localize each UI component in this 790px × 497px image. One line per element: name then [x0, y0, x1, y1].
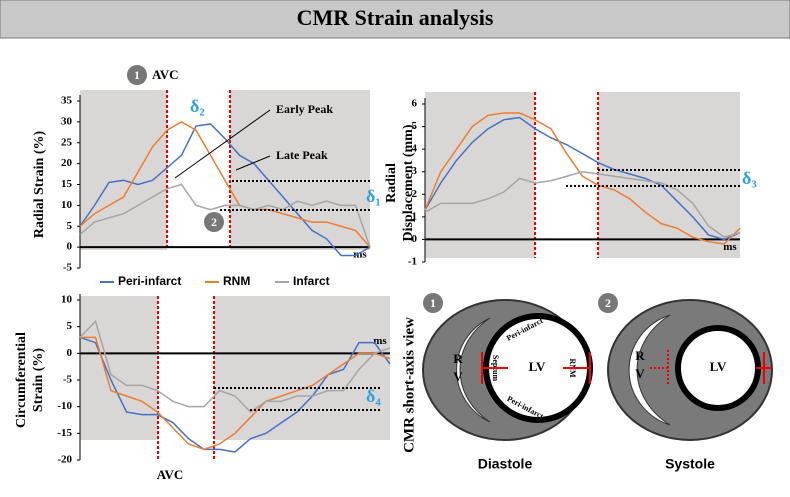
- rv-label: R: [453, 351, 463, 366]
- y-tick-label: 0: [67, 347, 73, 359]
- y-tick-label: -5: [63, 374, 73, 386]
- y-tick-label: 2: [412, 188, 418, 200]
- y-tick-label: -1: [408, 256, 417, 268]
- badge-label: 1: [134, 68, 140, 82]
- diagram: CMR short-axis view 1 R V LV Peri-infarc…: [401, 293, 773, 472]
- rv-cavity: [456, 317, 491, 423]
- legend-label: RNM: [223, 274, 250, 288]
- delta-label: δ₁: [366, 186, 381, 206]
- caption: Systole: [665, 456, 715, 472]
- badge: [598, 293, 618, 313]
- x-axis-label: ms: [373, 335, 387, 347]
- y-tick-label: 30: [61, 115, 73, 127]
- diagram-title: CMR short-axis view: [401, 317, 417, 453]
- arrows: [481, 352, 591, 384]
- rv-label: V: [453, 369, 463, 384]
- x-axis-label: ms: [723, 241, 737, 253]
- y-tick-label: 5: [67, 220, 73, 232]
- series-line: [79, 121, 371, 248]
- y-tick-label: 20: [61, 157, 73, 169]
- y-tick-label: -5: [63, 262, 73, 274]
- arrows: [650, 350, 772, 386]
- y-tick-label: -20: [57, 454, 72, 466]
- gap-region: [535, 92, 598, 258]
- series-line: [80, 336, 391, 451]
- series-line: [424, 170, 741, 238]
- y-tick-label: 5: [412, 120, 418, 132]
- y-tick-label: 25: [61, 136, 73, 148]
- badge-label: 2: [211, 215, 217, 229]
- y-axis-label: Displacement (mm): [401, 124, 416, 241]
- y-tick-label: 5: [67, 320, 73, 332]
- y-axis-label: Radial Strain (%): [32, 130, 47, 238]
- badge: [127, 65, 147, 85]
- y-tick-label: 35: [61, 95, 73, 107]
- badge: [423, 293, 443, 313]
- y-axis-label: Circumferential: [14, 332, 29, 428]
- pointer: [174, 109, 271, 179]
- title: CMR Strain analysis: [297, 5, 494, 30]
- annotation: AVC: [152, 67, 179, 82]
- delta-label: δ₃: [742, 168, 757, 188]
- annotation: Early Peak: [276, 102, 333, 116]
- series-line: [79, 183, 371, 248]
- y-tick-label: 0: [67, 241, 73, 253]
- y-tick-label: -10: [57, 400, 72, 412]
- y-tick-label: -15: [57, 427, 72, 439]
- y-axis-label: Strain (%): [31, 348, 46, 413]
- y-tick-label: 15: [61, 178, 73, 190]
- rv-label: R: [635, 348, 645, 363]
- gap-region: [158, 296, 214, 440]
- annotation: Late Peak: [276, 148, 328, 162]
- y-axis-label: Radial: [384, 163, 399, 203]
- rv-label: V: [635, 366, 645, 381]
- badge: [204, 212, 224, 232]
- pointer: [235, 155, 271, 171]
- header: [0, 0, 790, 39]
- x-axis-label: ms: [353, 249, 367, 261]
- y-tick-label: 4: [412, 143, 418, 155]
- lv-label: LV: [710, 359, 727, 374]
- legend-label: Peri-infarct: [118, 274, 181, 288]
- y-tick-label: 10: [61, 294, 73, 306]
- y-tick-label: 3: [412, 165, 418, 177]
- series-line: [424, 116, 741, 241]
- y-tick-label: 0: [412, 233, 418, 245]
- y-tick-label: 10: [61, 199, 73, 211]
- annotation: AVC: [157, 467, 184, 482]
- rv-cavity: [628, 314, 671, 426]
- series-line: [79, 319, 391, 413]
- delta-label: δ₂: [190, 96, 205, 116]
- series-line: [79, 123, 371, 257]
- series-line: [79, 336, 391, 453]
- y-tick-label: 6: [412, 98, 418, 110]
- legend-label: Infarct: [293, 274, 330, 288]
- badge-label: 1: [430, 296, 436, 310]
- caption: Diastole: [478, 456, 533, 472]
- delta-label: δ₄: [366, 386, 381, 406]
- badge-label: 2: [605, 296, 611, 310]
- y-tick-label: 1: [412, 210, 418, 222]
- series-line: [424, 112, 741, 245]
- lv-label: LV: [529, 359, 546, 374]
